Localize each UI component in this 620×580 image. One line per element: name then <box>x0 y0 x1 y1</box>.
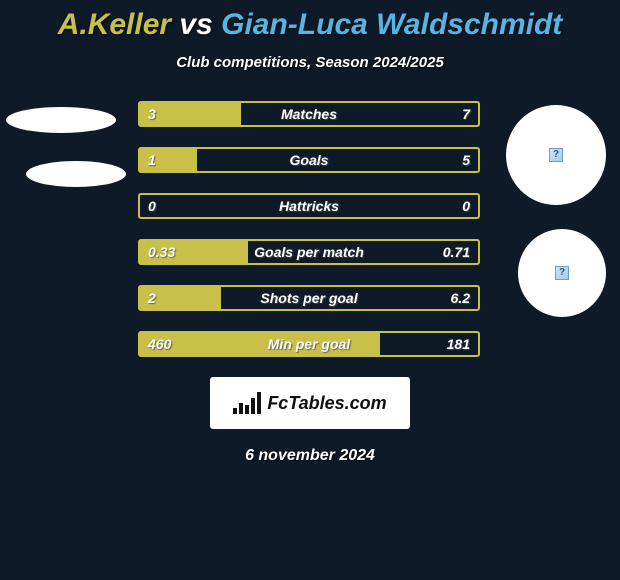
stat-value-player2: 7 <box>462 103 470 125</box>
source-logo: FcTables.com <box>210 377 410 429</box>
stat-row: 1Goals5 <box>138 147 480 173</box>
snapshot-date: 6 november 2024 <box>0 447 620 465</box>
stat-value-player2: 0 <box>462 195 470 217</box>
stat-row: 3Matches7 <box>138 101 480 127</box>
vs-text: vs <box>171 8 221 41</box>
logo-chart-icon <box>233 392 261 414</box>
stat-label: Goals <box>140 149 478 171</box>
player1-avatar-group <box>6 101 126 187</box>
stat-row: 2Shots per goal6.2 <box>138 285 480 311</box>
missing-image-icon <box>555 266 569 280</box>
decor-ellipse <box>26 161 126 187</box>
missing-image-icon <box>549 148 563 162</box>
avatar-placeholder <box>518 229 606 317</box>
stat-label: Min per goal <box>140 333 478 355</box>
page-title: A.Keller vs Gian-Luca Waldschmidt <box>0 0 620 42</box>
stat-value-player2: 181 <box>447 333 470 355</box>
stat-label: Goals per match <box>140 241 478 263</box>
logo-text: FcTables.com <box>267 393 386 414</box>
stat-row: 460Min per goal181 <box>138 331 480 357</box>
stat-value-player2: 5 <box>462 149 470 171</box>
decor-ellipse <box>6 107 116 133</box>
stat-value-player2: 6.2 <box>451 287 470 309</box>
stat-bars: 3Matches7 1Goals5 0Hattricks0 0.33Goals per… <box>138 101 480 357</box>
stat-label: Matches <box>140 103 478 125</box>
comparison-panel: 3Matches7 1Goals5 0Hattricks0 0.33Goals per… <box>0 101 620 465</box>
stat-row: 0Hattricks0 <box>138 193 480 219</box>
subtitle: Club competitions, Season 2024/2025 <box>0 54 620 71</box>
avatar-placeholder <box>506 105 606 205</box>
stat-label: Hattricks <box>140 195 478 217</box>
stat-label: Shots per goal <box>140 287 478 309</box>
stat-row: 0.33Goals per match0.71 <box>138 239 480 265</box>
player2-name: Gian-Luca Waldschmidt <box>221 8 562 41</box>
stat-value-player2: 0.71 <box>443 241 470 263</box>
player1-name: A.Keller <box>58 8 171 41</box>
player2-avatar-group <box>506 105 606 317</box>
